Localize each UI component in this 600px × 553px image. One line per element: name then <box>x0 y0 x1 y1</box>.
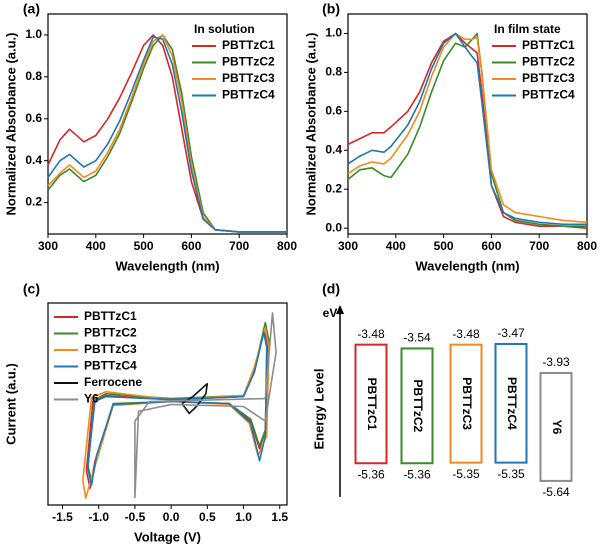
axis-arrow <box>336 305 344 314</box>
lumo-label: -3.48 <box>357 327 385 341</box>
material-label: PBTTzC2 <box>411 380 425 433</box>
lumo-label: -3.47 <box>497 326 525 340</box>
y-tick-label: 0.8 <box>325 65 342 79</box>
legend-label: PBTTzC2 <box>222 55 275 69</box>
plot-frame <box>47 13 288 235</box>
material-label: PBTTzC1 <box>365 378 379 431</box>
y-tick-label: 0.2 <box>25 195 42 209</box>
x-tick-label: 800 <box>577 239 597 253</box>
x-tick-label: 1.5 <box>271 510 288 524</box>
legend-label: PBTTzC3 <box>522 71 575 85</box>
y-axis-title: Normalized Absorbance (a.u.) <box>303 33 318 216</box>
legend-label: PBTTzC1 <box>522 38 575 52</box>
energy-box <box>400 347 434 465</box>
homo-label: -5.64 <box>542 485 570 499</box>
data-line <box>347 32 587 227</box>
y-tick-label: 0.6 <box>325 104 342 118</box>
data-line <box>134 312 277 499</box>
legend-label: PBTTzC3 <box>84 342 137 356</box>
data-line <box>347 32 588 229</box>
y-axis-title: Current (a.u.) <box>3 363 18 445</box>
x-tick-label: 600 <box>481 239 501 253</box>
y-tick-label: 0.6 <box>25 111 42 125</box>
legend-label: PBTTzC2 <box>522 55 575 69</box>
panel-label: (c) <box>23 281 40 297</box>
y-axis-title: Normalized Absorbance (a.u.) <box>3 33 18 216</box>
data-line <box>47 36 287 233</box>
legend-label: Y6 <box>84 392 99 406</box>
legend-label: PBTTzC4 <box>522 88 575 102</box>
panel-label: (d) <box>322 281 340 297</box>
panel-label: (b) <box>322 1 340 17</box>
y-tick-label: 1.0 <box>325 26 342 40</box>
x-tick-label: -1.0 <box>88 510 109 524</box>
energy-box <box>539 372 573 482</box>
y-tick-label: 0.0 <box>325 220 342 234</box>
homo-label: -5.35 <box>452 467 480 481</box>
data-line <box>347 32 587 226</box>
legend-label: PBTTzC2 <box>84 326 137 340</box>
x-tick-label: 400 <box>86 239 106 253</box>
x-axis-title: Wavelength (nm) <box>115 258 219 273</box>
x-tick-label: 0.0 <box>163 510 180 524</box>
lumo-label: -3.54 <box>403 331 431 345</box>
x-axis-title: Voltage (V) <box>134 529 201 544</box>
lumo-label: -3.93 <box>542 355 570 369</box>
x-tick-label: 300 <box>38 239 58 253</box>
x-tick-label: 300 <box>338 239 358 253</box>
plot-frame <box>347 13 588 235</box>
x-tick-label: 400 <box>386 239 406 253</box>
data-line <box>181 383 209 415</box>
legend-label: PBTTzC4 <box>222 88 275 102</box>
x-tick-label: 1.0 <box>235 510 252 524</box>
material-label: PBTTzC3 <box>460 377 474 430</box>
x-tick-label: 500 <box>134 239 154 253</box>
plot-frame <box>47 302 288 506</box>
x-tick-label: 600 <box>181 239 201 253</box>
legend-label: PBTTzC1 <box>84 309 137 323</box>
unit-label: eV <box>323 306 338 320</box>
data-line <box>87 331 268 487</box>
lumo-label: -3.48 <box>452 327 480 341</box>
energy-box <box>494 343 528 464</box>
x-tick-label: 700 <box>229 239 249 253</box>
legend-label: PBTTzC4 <box>84 359 137 373</box>
homo-label: -5.35 <box>497 467 525 481</box>
homo-label: -5.36 <box>403 467 431 481</box>
y-axis-title: Energy Level <box>311 369 326 450</box>
y-tick-label: 1.0 <box>25 27 42 41</box>
energy-box <box>354 343 388 465</box>
x-tick-label: -1.5 <box>52 510 73 524</box>
material-label: PBTTzC4 <box>505 377 519 430</box>
energy-box <box>449 343 483 464</box>
panel-label: (a) <box>23 1 40 17</box>
y-tick-label: 0.8 <box>25 69 42 83</box>
x-tick-label: 500 <box>434 239 454 253</box>
legend-label: PBTTzC3 <box>222 71 275 85</box>
y-tick-label: 0.2 <box>325 181 342 195</box>
y-tick-label: 0.4 <box>325 142 342 156</box>
homo-label: -5.36 <box>357 467 385 481</box>
y-tick-label: 0.4 <box>25 153 42 167</box>
x-tick-label: 0.5 <box>199 510 216 524</box>
x-tick-label: 700 <box>529 239 549 253</box>
legend-label: PBTTzC1 <box>222 38 275 52</box>
x-tick-label: 800 <box>277 239 297 253</box>
annotation: In solution <box>194 22 255 36</box>
material-label: Y6 <box>550 420 564 435</box>
x-axis-title: Wavelength (nm) <box>415 258 519 273</box>
data-line <box>347 32 588 224</box>
x-tick-label: -0.5 <box>125 510 146 524</box>
annotation: In film state <box>494 22 561 36</box>
legend-label: Ferrocene <box>84 375 142 389</box>
